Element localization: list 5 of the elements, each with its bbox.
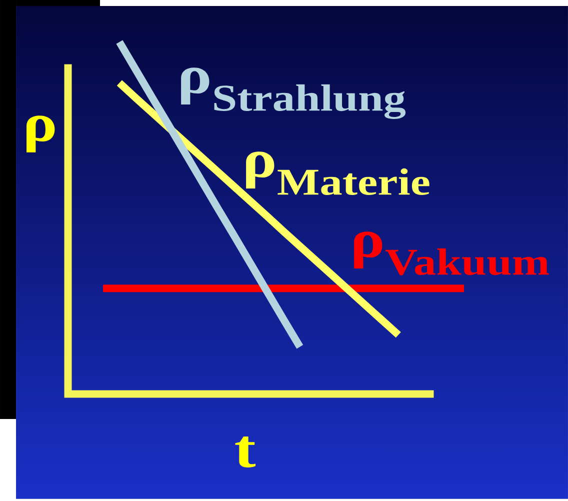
- y-axis-title: ρ: [26, 116, 55, 152]
- x-axis-title: t: [235, 436, 256, 468]
- series-label: $\text{ρ}_{\text{Vakuum}}$: [354, 232, 549, 276]
- series-label: $\text{ρ}_{\text{Strahlung}}$: [181, 68, 406, 119]
- series-label: $\text{ρ}_{\text{Materie}}$: [246, 152, 430, 196]
